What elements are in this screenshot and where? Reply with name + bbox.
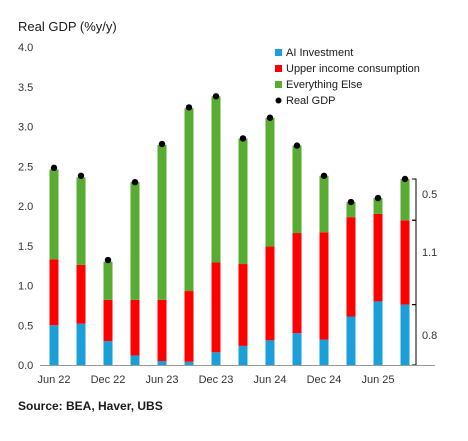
- bar-segment-ai-investment: [49, 325, 59, 365]
- real-gdp-marker: [185, 104, 193, 111]
- bar-segment-upper-income-consumption: [103, 299, 113, 342]
- source-note: Source: BEA, Haver, UBS: [18, 399, 163, 413]
- bar-segment-ai-investment: [211, 352, 221, 365]
- bars: [49, 96, 410, 365]
- bar-segment-upper-income-consumption: [238, 264, 248, 346]
- x-tick-label: Jun 25: [361, 374, 394, 386]
- legend-swatch: [275, 81, 282, 88]
- bar-segment-everything-else: [103, 261, 113, 300]
- bar-segment-everything-else: [265, 117, 275, 247]
- y-tick-label: 3.0: [18, 122, 33, 134]
- legend-label: Upper income consumption: [286, 63, 420, 75]
- bar-segment-everything-else: [49, 169, 59, 260]
- y-tick-label: 1.0: [18, 281, 33, 293]
- bar-segment-everything-else: [400, 178, 410, 221]
- legend-swatch: [275, 65, 282, 72]
- chart-title: Real GDP (%y/y): [18, 19, 117, 34]
- bar-segment-ai-investment: [319, 339, 329, 365]
- contribution-bracket: [412, 304, 417, 366]
- bar-segment-upper-income-consumption: [319, 232, 329, 340]
- contribution-label: 0.5: [422, 189, 437, 201]
- bar-segment-upper-income-consumption: [373, 213, 383, 302]
- bar-segment-upper-income-consumption: [292, 233, 302, 334]
- real-gdp-marker: [401, 175, 409, 183]
- x-axis: Jun 22 Dec 22 Jun 23 Dec 23 Jun 24 Dec 24 Jun …: [37, 374, 394, 386]
- x-tick-label: Dec 23: [199, 374, 234, 386]
- real-gdp-markers: [50, 93, 409, 264]
- real-gdp-marker: [104, 256, 112, 264]
- real-gdp-marker: [212, 93, 220, 100]
- y-tick-label: 1.5: [18, 241, 33, 253]
- contribution-label: 0.8: [422, 330, 437, 342]
- bar-segment-everything-else: [211, 96, 221, 263]
- bar-segment-ai-investment: [373, 301, 383, 365]
- bar-segment-ai-investment: [103, 341, 113, 365]
- bar-segment-ai-investment: [184, 361, 194, 365]
- legend-marker: [275, 97, 282, 104]
- legend-label: AI Investment: [286, 47, 353, 59]
- bar-segment-everything-else: [373, 198, 383, 214]
- real-gdp-marker: [374, 194, 382, 202]
- bar-segment-upper-income-consumption: [211, 262, 221, 353]
- bar-segment-upper-income-consumption: [265, 246, 275, 341]
- legend-label: Real GDP: [286, 95, 336, 107]
- bar-segment-everything-else: [346, 202, 356, 218]
- bar-segment-ai-investment: [400, 304, 410, 365]
- y-tick-label: 4.0: [18, 42, 33, 54]
- bar-segment-ai-investment: [76, 323, 86, 365]
- bar-segment-upper-income-consumption: [157, 299, 167, 362]
- x-tick-label: Dec 24: [307, 374, 342, 386]
- legend-swatch: [275, 49, 282, 56]
- real-gdp-marker: [320, 172, 328, 179]
- y-axis: 0.0 0.5 1.0 1.5 2.0 2.5 3.0 3.5 4.0: [18, 42, 33, 372]
- x-tick-label: Jun 24: [253, 374, 286, 386]
- real-gdp-marker: [266, 114, 274, 121]
- bar-segment-ai-investment: [292, 333, 302, 365]
- contribution-label: 1.1: [422, 247, 437, 259]
- bar-segment-everything-else: [319, 175, 329, 233]
- bar-segment-upper-income-consumption: [130, 299, 140, 356]
- x-tick-label: Dec 22: [91, 374, 126, 386]
- bar-segment-upper-income-consumption: [346, 217, 356, 317]
- real-gdp-marker: [131, 178, 139, 186]
- y-tick-label: 0.5: [18, 320, 33, 332]
- real-gdp-marker: [77, 172, 85, 179]
- bar-segment-everything-else: [292, 145, 302, 234]
- bar-segment-everything-else: [184, 108, 194, 292]
- x-tick-label: Jun 23: [145, 374, 178, 386]
- real-gdp-marker: [293, 142, 301, 149]
- contribution-bracket: [412, 219, 417, 306]
- contribution-bracket: [412, 178, 417, 221]
- bar-segment-ai-investment: [265, 340, 275, 365]
- bar-segment-ai-investment: [130, 355, 140, 365]
- bar-segment-upper-income-consumption: [76, 264, 86, 324]
- real-gdp-marker: [347, 198, 355, 206]
- bar-segment-upper-income-consumption: [49, 259, 59, 326]
- y-tick-label: 2.5: [18, 161, 33, 173]
- y-tick-label: 0.0: [18, 360, 33, 372]
- x-tick-label: Jun 22: [37, 374, 70, 386]
- bar-segment-ai-investment: [157, 361, 167, 365]
- legend-label: Everything Else: [286, 79, 362, 91]
- real-gdp-marker: [50, 164, 58, 172]
- bar-segment-everything-else: [157, 144, 167, 300]
- bar-segment-upper-income-consumption: [184, 291, 194, 362]
- bar-segment-ai-investment: [238, 345, 248, 365]
- real-gdp-marker: [239, 135, 247, 142]
- contribution-brackets: 0.5 1.1 0.8: [412, 178, 437, 366]
- bar-segment-ai-investment: [346, 316, 356, 365]
- real-gdp-marker: [158, 140, 166, 148]
- bar-segment-everything-else: [238, 138, 248, 265]
- legend: AI Investment Upper income consumption Eve…: [275, 47, 420, 107]
- bar-segment-upper-income-consumption: [400, 220, 410, 305]
- y-tick-label: 2.0: [18, 201, 33, 213]
- bar-segment-everything-else: [130, 182, 140, 300]
- bar-segment-everything-else: [76, 177, 86, 265]
- y-tick-label: 3.5: [18, 82, 33, 94]
